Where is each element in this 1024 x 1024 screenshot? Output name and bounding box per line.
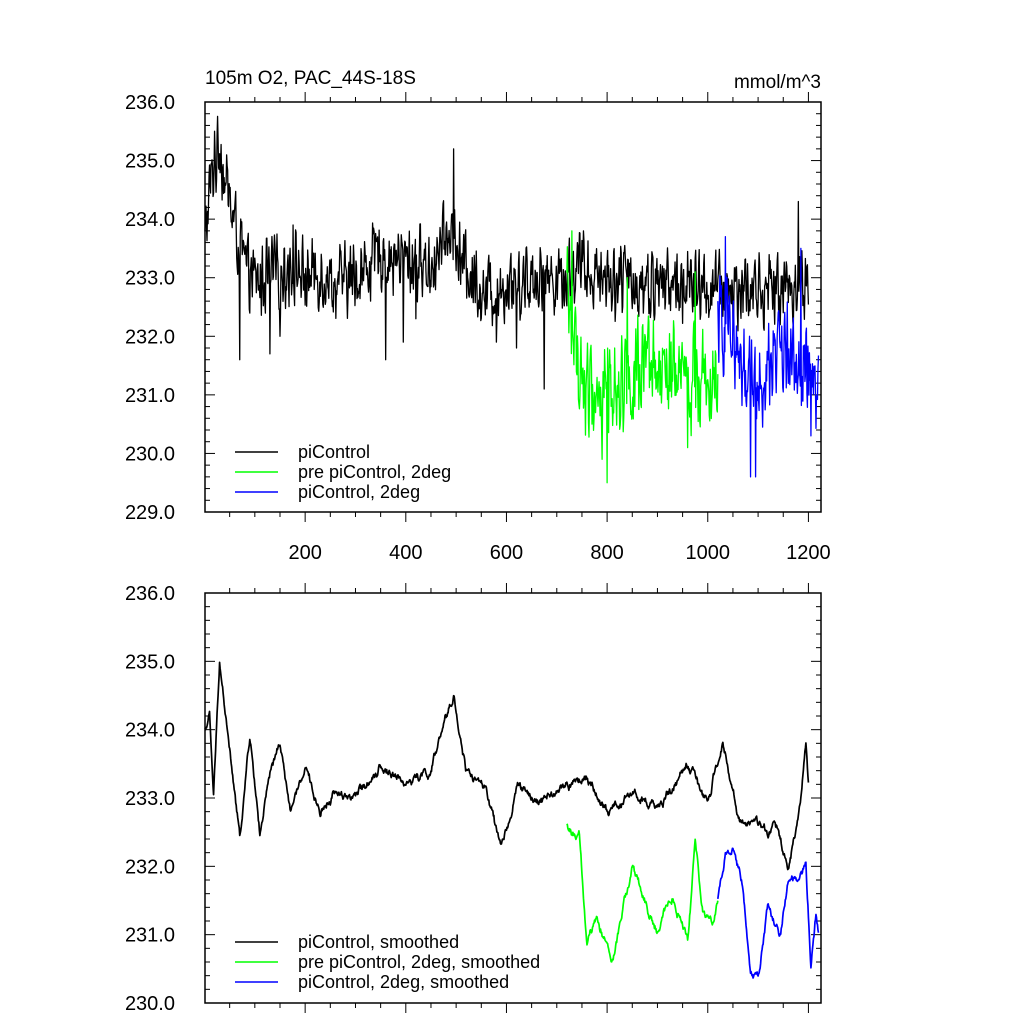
y-tick-label: 229.0 [125, 502, 175, 524]
x-tick-label: 400 [389, 542, 422, 564]
y-tick-label: 236.0 [125, 583, 175, 605]
series-line-pre-picontrol-2deg-smoothed [566, 823, 719, 963]
y-tick-label: 231.0 [125, 385, 175, 407]
bottom-series-lines [204, 661, 820, 979]
series-line-picontrol-2deg-smoothed [716, 847, 820, 979]
series-line-picontrol-smoothed [204, 661, 810, 871]
series-line-pre-picontrol-2deg [566, 230, 719, 484]
y-tick-label: 235.0 [125, 651, 175, 673]
y-tick-label: 233.0 [125, 788, 175, 810]
bottom-tick-labels: 230.0 231.0 232.0 233.0 234.0 235.0 236.0 [125, 583, 175, 1015]
top-tick-labels: 229.0 230.0 231.0 232.0 233.0 234.0 235.0 236.0… [125, 92, 831, 564]
y-tick-label: 232.0 [125, 856, 175, 878]
x-tick-label: 1000 [686, 542, 731, 564]
y-tick-label: 236.0 [125, 92, 175, 114]
top-legend: piControl pre piControl, 2deg piControl,… [235, 442, 451, 502]
bottom-legend: piControl, smoothed pre piControl, 2deg,… [235, 932, 540, 992]
top-chart-title: 105m O2, PAC_44S-18S [205, 68, 416, 89]
series-line-picontrol-2deg [717, 236, 820, 478]
y-tick-label: 235.0 [125, 151, 175, 173]
legend-label-picontrol-2deg: piControl, 2deg [298, 482, 420, 502]
top-plot-frame [204, 101, 822, 513]
y-tick-label: 234.0 [125, 720, 175, 742]
bottom-minor-ticks [205, 583, 821, 1013]
legend-label-picontrol-2deg-smoothed: piControl, 2deg, smoothed [298, 972, 509, 992]
x-tick-label: 1200 [786, 542, 831, 564]
legend-label-picontrol: piControl [298, 442, 370, 462]
legend-label-pre-picontrol-2deg-smoothed: pre piControl, 2deg, smoothed [298, 952, 540, 972]
y-tick-label: 233.0 [125, 268, 175, 290]
x-tick-label: 800 [590, 542, 623, 564]
x-tick-label: 200 [288, 542, 321, 564]
x-tick-label: 600 [490, 542, 523, 564]
y-tick-label: 230.0 [125, 993, 175, 1015]
y-tick-label: 232.0 [125, 326, 175, 348]
legend-label-pre-picontrol-2deg: pre piControl, 2deg [298, 462, 451, 482]
top-units-label: mmol/m^3 [734, 72, 821, 93]
top-series-lines [204, 115, 820, 484]
legend-label-picontrol-smoothed: piControl, smoothed [298, 932, 459, 952]
y-tick-label: 234.0 [125, 209, 175, 231]
y-tick-label: 230.0 [125, 443, 175, 465]
y-tick-label: 231.0 [125, 925, 175, 947]
series-line-picontrol [204, 115, 810, 390]
